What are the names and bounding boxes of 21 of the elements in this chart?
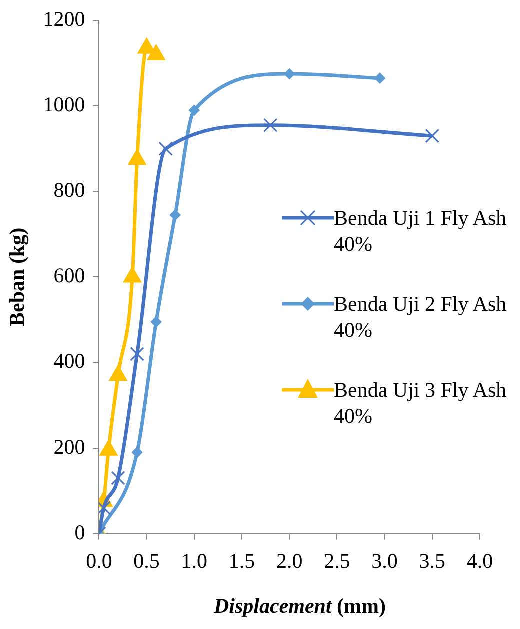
x-tick-label: 1.5	[228, 548, 256, 573]
x-tick-label: 1.0	[181, 548, 208, 573]
y-tick-label: 1200	[43, 7, 86, 32]
x-axis-title: Displacement (mm)	[212, 594, 388, 619]
x-tick-label: 4.0	[466, 548, 494, 573]
y-tick-label: 800	[54, 178, 86, 202]
legend-label: Benda Uji 1 Fly Ash 40%	[334, 205, 508, 257]
y-tick-label: 200	[54, 434, 86, 459]
x-tick-label: 2.5	[324, 548, 350, 573]
legend-label: Benda Uji 3 Fly Ash 40%	[334, 377, 508, 429]
y-tick-label: 1000	[43, 92, 86, 117]
y-axis-title: Beban (kg)	[5, 228, 30, 327]
y-tick-label: 600	[54, 264, 86, 288]
x-tick-label: 0.0	[86, 548, 112, 573]
x-tick-label: 3.0	[372, 548, 398, 573]
y-tick-label: 400	[54, 349, 86, 374]
x-tick-label: 3.5	[419, 548, 446, 573]
x-tick-label: 2.0	[276, 548, 303, 573]
y-tick-label: 0	[74, 520, 86, 544]
x-tick-label: 0.5	[134, 548, 160, 573]
legend-label: Benda Uji 2 Fly Ash 40%	[334, 291, 508, 343]
